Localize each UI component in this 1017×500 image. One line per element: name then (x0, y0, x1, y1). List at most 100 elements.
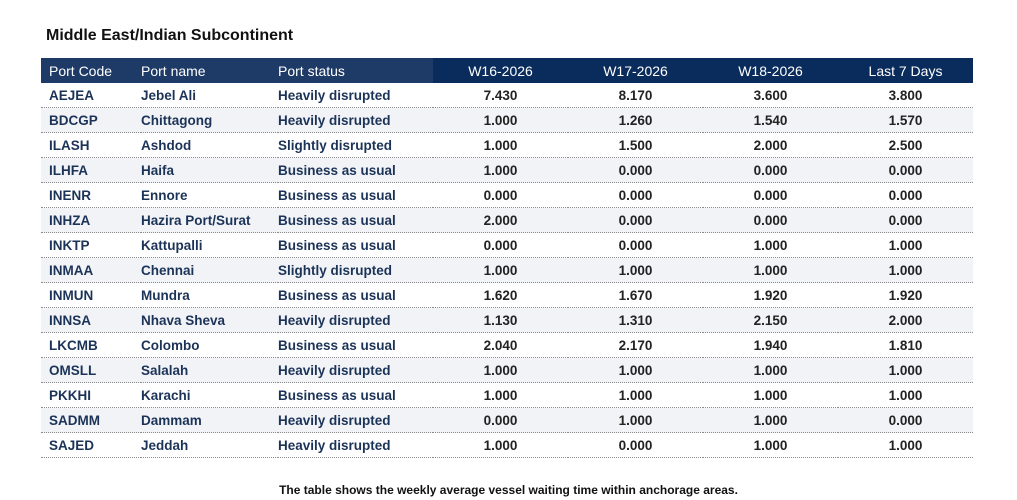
last-7-days-cell: 1.570 (838, 107, 973, 133)
table-row: INNSA Nhava Sheva Heavily disrupted 1.13… (41, 307, 973, 333)
port-status-cell: Heavily disrupted (278, 357, 433, 383)
table-row: ILASH Ashdod Slightly disrupted 1.000 1.… (41, 132, 973, 158)
w16-cell: 1.000 (433, 132, 568, 158)
port-code-cell: INMUN (41, 282, 141, 308)
last-7-days-cell: 1.000 (838, 232, 973, 258)
last-7-days-cell: 1.920 (838, 282, 973, 308)
last-7-days-cell: 1.000 (838, 357, 973, 383)
w18-cell: 1.540 (703, 107, 838, 133)
w16-cell: 1.000 (433, 432, 568, 458)
table-row: INENR Ennore Business as usual 0.000 0.0… (41, 182, 973, 208)
port-code-cell: INHZA (41, 207, 141, 233)
w16-cell: 1.000 (433, 357, 568, 383)
w16-cell: 2.040 (433, 332, 568, 358)
w18-cell: 1.000 (703, 432, 838, 458)
port-code-cell: SAJED (41, 432, 141, 458)
port-name-cell: Colombo (141, 332, 278, 358)
port-name-cell: Kattupalli (141, 232, 278, 258)
w17-cell: 1.000 (568, 257, 703, 283)
w16-cell: 0.000 (433, 407, 568, 433)
w16-cell: 7.430 (433, 83, 568, 108)
port-status-cell: Heavily disrupted (278, 432, 433, 458)
table-row: OMSLL Salalah Heavily disrupted 1.000 1.… (41, 357, 973, 383)
w16-cell: 1.000 (433, 382, 568, 408)
port-code-cell: INNSA (41, 307, 141, 333)
w17-cell: 0.000 (568, 432, 703, 458)
last-7-days-cell: 0.000 (838, 157, 973, 183)
port-name-cell: Hazira Port/Surat (141, 207, 278, 233)
port-name-cell: Salalah (141, 357, 278, 383)
w17-cell: 0.000 (568, 232, 703, 258)
w17-cell: 1.670 (568, 282, 703, 308)
table-header-row: Port Code Port name Port status W16-2026… (41, 58, 973, 83)
w18-cell: 1.920 (703, 282, 838, 308)
w18-cell: 1.940 (703, 332, 838, 358)
w18-cell: 1.000 (703, 232, 838, 258)
last-7-days-cell: 0.000 (838, 207, 973, 233)
port-code-cell: INENR (41, 182, 141, 208)
port-code-cell: LKCMB (41, 332, 141, 358)
port-code-cell: OMSLL (41, 357, 141, 383)
port-code-cell: ILHFA (41, 157, 141, 183)
port-code-cell: INMAA (41, 257, 141, 283)
port-name-cell: Jebel Ali (141, 83, 278, 108)
port-status-table: Port Code Port name Port status W16-2026… (41, 58, 973, 458)
w17-cell: 1.000 (568, 357, 703, 383)
column-header-port-code: Port Code (41, 58, 141, 83)
port-code-cell: SADMM (41, 407, 141, 433)
w18-cell: 2.150 (703, 307, 838, 333)
port-status-cell: Heavily disrupted (278, 107, 433, 133)
table-row: INMUN Mundra Business as usual 1.620 1.6… (41, 282, 973, 308)
port-name-cell: Jeddah (141, 432, 278, 458)
w16-cell: 1.000 (433, 257, 568, 283)
w16-cell: 0.000 (433, 182, 568, 208)
w17-cell: 1.500 (568, 132, 703, 158)
table-body: AEJEA Jebel Ali Heavily disrupted 7.430 … (41, 83, 973, 458)
w16-cell: 2.000 (433, 207, 568, 233)
port-status-cell: Business as usual (278, 332, 433, 358)
w18-cell: 1.000 (703, 382, 838, 408)
table-row: ILHFA Haifa Business as usual 1.000 0.00… (41, 157, 973, 183)
w16-cell: 0.000 (433, 232, 568, 258)
port-name-cell: Chennai (141, 257, 278, 283)
w17-cell: 1.310 (568, 307, 703, 333)
w18-cell: 1.000 (703, 357, 838, 383)
table-row: SADMM Dammam Heavily disrupted 0.000 1.0… (41, 407, 973, 433)
table-row: INKTP Kattupalli Business as usual 0.000… (41, 232, 973, 258)
w16-cell: 1.130 (433, 307, 568, 333)
w18-cell: 0.000 (703, 207, 838, 233)
table-row: SAJED Jeddah Heavily disrupted 1.000 0.0… (41, 432, 973, 458)
w17-cell: 0.000 (568, 207, 703, 233)
last-7-days-cell: 1.000 (838, 432, 973, 458)
w17-cell: 1.260 (568, 107, 703, 133)
port-status-cell: Heavily disrupted (278, 307, 433, 333)
port-status-cell: Business as usual (278, 282, 433, 308)
column-header-w17: W17-2026 (568, 58, 703, 83)
port-name-cell: Haifa (141, 157, 278, 183)
column-header-w16: W16-2026 (433, 58, 568, 83)
w16-cell: 1.000 (433, 157, 568, 183)
port-status-cell: Heavily disrupted (278, 407, 433, 433)
port-status-cell: Slightly disrupted (278, 132, 433, 158)
port-status-cell: Business as usual (278, 207, 433, 233)
port-status-cell: Slightly disrupted (278, 257, 433, 283)
last-7-days-cell: 0.000 (838, 182, 973, 208)
last-7-days-cell: 2.500 (838, 132, 973, 158)
port-name-cell: Chittagong (141, 107, 278, 133)
w18-cell: 3.600 (703, 83, 838, 108)
table-row: LKCMB Colombo Business as usual 2.040 2.… (41, 332, 973, 358)
port-status-cell: Business as usual (278, 382, 433, 408)
port-code-cell: INKTP (41, 232, 141, 258)
w18-cell: 1.000 (703, 257, 838, 283)
port-name-cell: Karachi (141, 382, 278, 408)
w17-cell: 8.170 (568, 83, 703, 108)
last-7-days-cell: 1.000 (838, 257, 973, 283)
port-code-cell: PKKHI (41, 382, 141, 408)
last-7-days-cell: 0.000 (838, 407, 973, 433)
w18-cell: 2.000 (703, 132, 838, 158)
w16-cell: 1.000 (433, 107, 568, 133)
last-7-days-cell: 1.810 (838, 332, 973, 358)
column-header-port-name: Port name (141, 58, 278, 83)
table-row: PKKHI Karachi Business as usual 1.000 1.… (41, 382, 973, 408)
w17-cell: 0.000 (568, 182, 703, 208)
